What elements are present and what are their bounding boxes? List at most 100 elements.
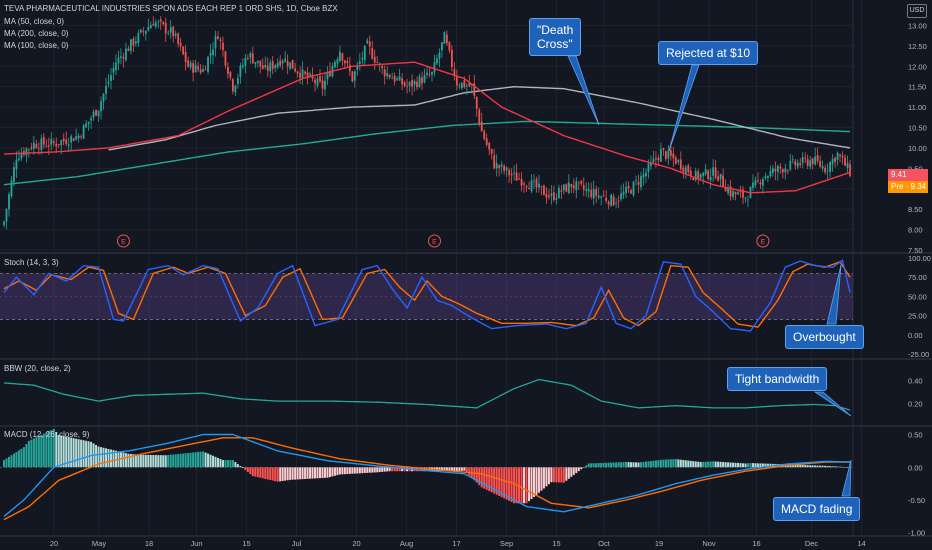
macd-histogram-bar — [605, 462, 608, 468]
macd-histogram-bar — [804, 465, 807, 468]
candle-body — [97, 110, 100, 117]
macd-histogram-bar — [659, 459, 662, 468]
macd-histogram-bar — [532, 467, 535, 497]
candle-body — [664, 151, 667, 160]
macd-histogram-bar — [525, 467, 528, 504]
macd-histogram-bar — [25, 443, 28, 468]
macd-histogram-bar — [366, 467, 369, 473]
death-cross-callout: "Death Cross" — [529, 18, 582, 56]
macd-histogram-bar — [537, 467, 540, 493]
candle-body — [824, 167, 827, 173]
candle-body — [769, 171, 772, 177]
x-tick-label: 20 — [50, 539, 58, 548]
bbw-title[interactable]: BBW (20, close, 2) — [4, 364, 71, 373]
macd-histogram-bar — [714, 461, 717, 468]
candle-body — [95, 109, 97, 116]
candle-body — [520, 178, 523, 186]
macd-histogram-bar — [391, 467, 394, 472]
currency-badge[interactable]: USD — [907, 4, 927, 18]
candle-body — [174, 33, 177, 36]
candle-body — [373, 56, 376, 63]
macd-tick-label: 0.00 — [908, 463, 923, 472]
macd-histogram-bar — [57, 435, 60, 468]
macd-histogram-bar — [306, 467, 309, 479]
candle-body — [316, 78, 319, 86]
candle-body — [627, 185, 630, 189]
candle-body — [309, 73, 311, 76]
candle-body — [687, 165, 690, 173]
candle-body — [642, 174, 645, 178]
candle-body — [786, 170, 789, 172]
macd-histogram-bar — [381, 467, 384, 472]
macd-histogram-bar — [266, 467, 269, 480]
macd-histogram-bar — [331, 467, 334, 477]
candle-body — [241, 65, 244, 68]
premarket-price-tag: Pre · 9.34 — [888, 181, 928, 193]
macd-histogram-bar — [689, 460, 692, 468]
ma50-legend[interactable]: MA (50, close, 0) — [4, 17, 65, 26]
macd-histogram-bar — [100, 447, 103, 468]
ma200-legend[interactable]: MA (200, close, 0) — [4, 29, 69, 38]
macd-histogram-bar — [423, 467, 426, 472]
stoch-title[interactable]: Stoch (14, 3, 3) — [4, 258, 59, 267]
candle-body — [157, 21, 160, 23]
overbought-arrow — [826, 264, 842, 325]
candle-body — [224, 51, 227, 66]
macd-histogram-bar — [806, 465, 809, 468]
macd-title[interactable]: MACD (12, 26, close, 9) — [4, 430, 90, 439]
candle-body — [184, 52, 187, 63]
candle-body — [567, 182, 570, 193]
macd-histogram-bar — [761, 463, 764, 468]
macd-histogram-bar — [35, 437, 38, 468]
candle-body — [446, 34, 448, 44]
macd-histogram-bar — [826, 465, 829, 468]
macd-histogram-bar — [620, 462, 623, 468]
symbol-title[interactable]: TEVA PHARMACEUTICAL INDUSTRIES SPON ADS … — [4, 4, 338, 13]
macd-histogram-bar — [590, 463, 593, 468]
candle-body — [752, 182, 754, 188]
macd-histogram-bar — [816, 465, 819, 468]
macd-histogram-bar — [72, 438, 75, 468]
macd-tick-label: -0.50 — [908, 496, 925, 505]
candle-body — [192, 63, 195, 73]
macd-histogram-bar — [535, 467, 538, 495]
candle-body — [60, 140, 63, 146]
candle-body — [348, 64, 351, 72]
earnings-marker-circle — [427, 234, 441, 248]
price-tick-label: 11.50 — [908, 83, 926, 92]
annotation-arrows — [567, 55, 852, 497]
candle-body — [575, 181, 578, 191]
macd-histogram-bar — [378, 467, 381, 473]
candle-body — [227, 66, 229, 75]
candle-body — [353, 71, 356, 81]
candle-body — [100, 101, 102, 112]
x-tick-label: 19 — [655, 539, 663, 548]
candle-body — [605, 197, 608, 201]
candle-body — [291, 59, 294, 69]
candle-body — [530, 180, 533, 192]
macd-histogram-bar — [40, 434, 43, 468]
macd-histogram-bar — [809, 465, 812, 468]
stoch-tick-label: -25.00 — [908, 350, 929, 359]
macd-histogram-bar — [129, 453, 132, 468]
macd-histogram-bar — [50, 430, 53, 468]
macd-histogram-bar — [212, 455, 215, 468]
price-tick-label: 11.00 — [908, 103, 926, 112]
macd-histogram-bar — [485, 467, 488, 490]
macd-histogram-bar — [475, 467, 478, 483]
candle-body — [339, 51, 341, 62]
macd-histogram-bar — [289, 467, 292, 480]
macd-histogram-bar — [607, 462, 610, 468]
candle-body — [764, 176, 767, 179]
candle-body — [682, 167, 685, 172]
macd-histogram-bar — [77, 439, 80, 468]
macd-histogram-bar — [192, 452, 195, 468]
ma100-legend[interactable]: MA (100, close, 0) — [4, 41, 69, 50]
ma100-path — [108, 85, 851, 151]
macd-histogram-bar — [209, 454, 212, 468]
candle-body — [37, 148, 40, 150]
macd-histogram-bar — [684, 460, 687, 468]
candle-body — [214, 35, 217, 49]
candle-body — [518, 178, 520, 180]
